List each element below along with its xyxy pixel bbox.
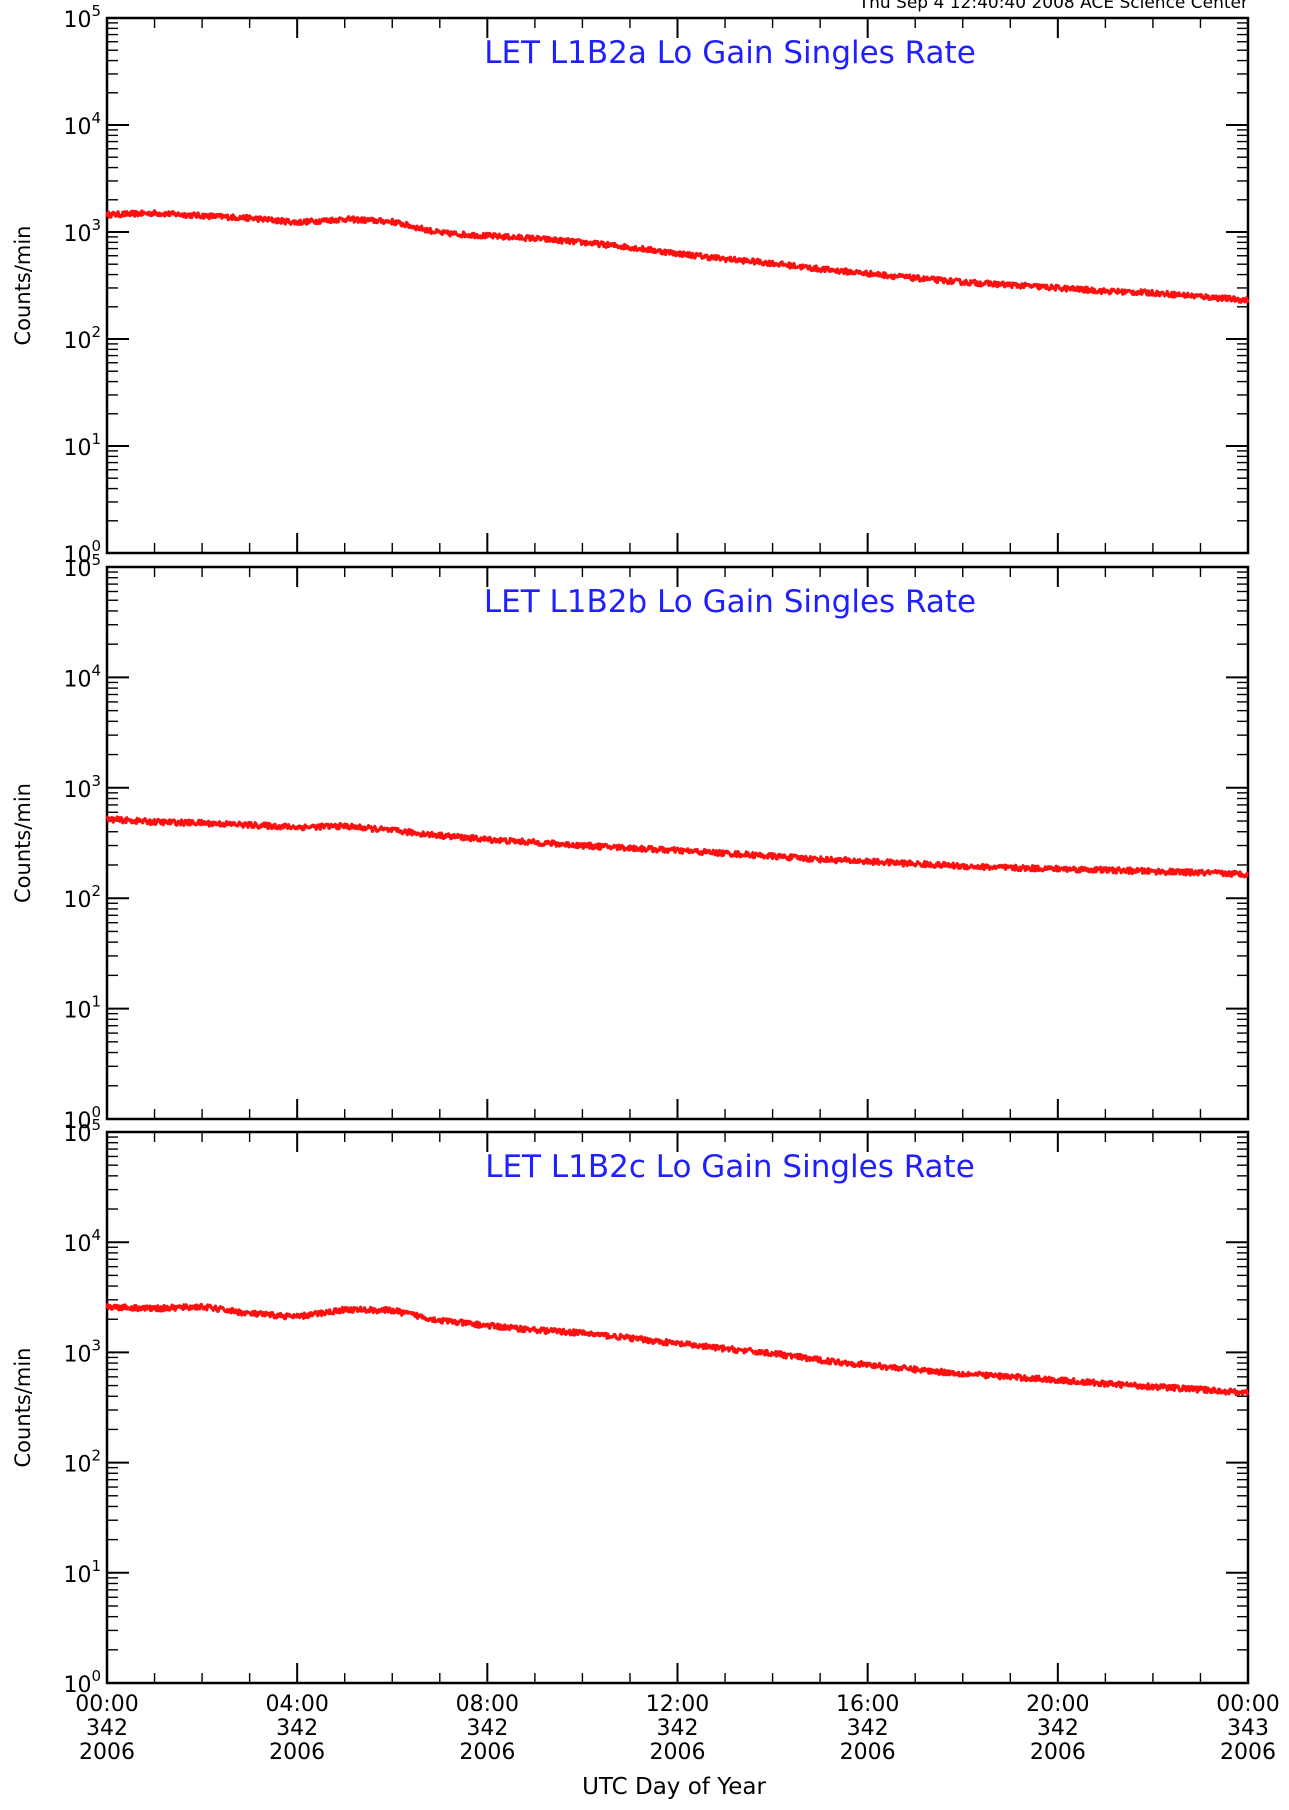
panel-title: LET L1B2a Lo Gain Singles Rate xyxy=(484,35,976,71)
y-tick-label: 105 xyxy=(63,2,101,33)
x-tick-label: 2006 xyxy=(650,1740,706,1765)
x-tick-label: 342 xyxy=(847,1716,889,1741)
y-tick-label: 102 xyxy=(63,323,101,354)
y-tick-label: 102 xyxy=(63,882,101,913)
y-tick-label: 104 xyxy=(63,1226,101,1257)
x-tick-label: 16:00 xyxy=(836,1692,899,1717)
panel-1: LET L1B2a Lo Gain Singles Rate Counts/min… xyxy=(11,2,1250,568)
x-tick-label: 20:00 xyxy=(1026,1692,1089,1717)
y-tick-label: 105 xyxy=(63,551,101,582)
x-tick-label: 343 xyxy=(1227,1716,1269,1741)
y-tick-label: 100 xyxy=(63,537,101,568)
x-tick-labels: 00:00342200604:00342200608:00342200612:0… xyxy=(75,1692,1279,1765)
y-tick-label: 103 xyxy=(63,1336,101,1367)
y-axis-label: Counts/min xyxy=(11,783,35,903)
x-tick-label: 04:00 xyxy=(265,1692,328,1717)
x-tick-label: 2006 xyxy=(459,1740,515,1765)
y-tick-label: 101 xyxy=(63,430,101,461)
panel-title: LET L1B2b Lo Gain Singles Rate xyxy=(484,584,976,620)
x-tick-label: 342 xyxy=(276,1716,318,1741)
plot-frame xyxy=(105,1130,1250,1685)
series-line xyxy=(105,209,1250,304)
x-tick-label: 2006 xyxy=(1220,1740,1276,1765)
x-tick-label: 2006 xyxy=(840,1740,896,1765)
x-tick-label: 08:00 xyxy=(456,1692,519,1717)
y-tick-label: 100 xyxy=(63,1103,101,1134)
x-tick-label: 342 xyxy=(86,1716,128,1741)
y-tick-label: 101 xyxy=(63,993,101,1024)
series-line xyxy=(105,1302,1250,1397)
y-tick-label: 101 xyxy=(63,1557,101,1588)
x-tick-label: 12:00 xyxy=(646,1692,709,1717)
panel-3: LET L1B2c Lo Gain Singles Rate Counts/min… xyxy=(11,1116,1250,1698)
series-line xyxy=(105,815,1249,879)
y-tick-label: 104 xyxy=(63,109,101,140)
panel-title: LET L1B2c Lo Gain Singles Rate xyxy=(485,1149,975,1185)
x-tick-label: 2006 xyxy=(79,1740,135,1765)
y-tick-label: 103 xyxy=(63,772,101,803)
y-axis-label: Counts/min xyxy=(11,1348,35,1468)
y-tick-label: 104 xyxy=(63,661,101,692)
panel-2: LET L1B2b Lo Gain Singles Rate Counts/min… xyxy=(11,551,1250,1134)
y-tick-label: 105 xyxy=(63,1116,101,1147)
y-tick-label: 102 xyxy=(63,1447,101,1478)
generation-banner: Thu Sep 4 12:40:40 2008 ACE Science Cent… xyxy=(858,0,1248,13)
x-axis-label: UTC Day of Year xyxy=(582,1774,766,1800)
panels: LET L1B2a Lo Gain Singles Rate Counts/min… xyxy=(11,2,1250,1698)
x-tick-label: 342 xyxy=(1037,1716,1079,1741)
x-tick-label: 342 xyxy=(466,1716,508,1741)
x-tick-label: 342 xyxy=(657,1716,699,1741)
x-tick-label: 00:00 xyxy=(1216,1692,1279,1717)
y-tick-label: 100 xyxy=(63,1667,101,1698)
y-axis-label: Counts/min xyxy=(11,226,35,346)
x-tick-label: 2006 xyxy=(269,1740,325,1765)
y-tick-label: 103 xyxy=(63,216,101,247)
x-tick-label: 2006 xyxy=(1030,1740,1086,1765)
x-tick-label: 00:00 xyxy=(75,1692,138,1717)
plot-frame xyxy=(105,565,1250,1121)
